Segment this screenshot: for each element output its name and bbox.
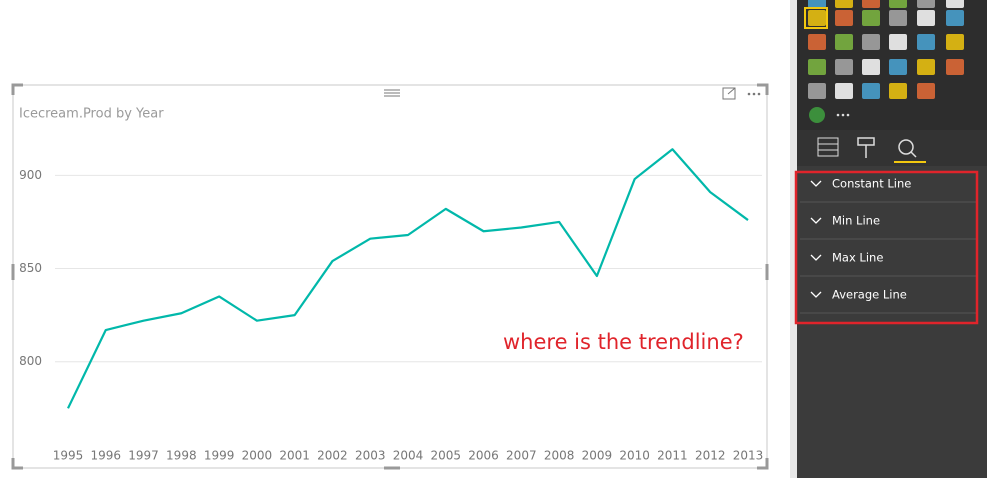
- x-tick-label: 1995: [53, 449, 84, 463]
- analytics-sections: Constant Line Min Line Max Line Average Lin…: [800, 177, 977, 314]
- tab-format[interactable]: [857, 137, 875, 158]
- pane-tabs: [797, 130, 987, 166]
- more-visuals[interactable]: [846, 113, 850, 117]
- plot: 800 850 900 1995 1996 1997 1998 1999 2000 2001 200…: [19, 148, 764, 463]
- more-options[interactable]: [747, 92, 761, 96]
- x-tick-label: 2012: [695, 449, 726, 463]
- visual-icon[interactable]: [808, 34, 826, 50]
- visual-icon[interactable]: [835, 59, 853, 75]
- section-label[interactable]: Constant Line: [832, 177, 911, 191]
- x-tick-label: 2006: [468, 449, 499, 463]
- section-label[interactable]: Min Line: [832, 214, 880, 228]
- visual-icon[interactable]: [862, 34, 880, 50]
- chevron: [810, 217, 822, 224]
- x-tick-label: 2001: [279, 449, 310, 463]
- more-visuals[interactable]: [836, 113, 840, 117]
- visual-icon[interactable]: [917, 10, 935, 26]
- chevron: [810, 291, 822, 298]
- visual-icon[interactable]: [946, 34, 964, 50]
- visual-icon[interactable]: [862, 83, 880, 99]
- tab-fields[interactable]: [817, 137, 839, 157]
- visual-icon[interactable]: [862, 10, 880, 26]
- x-tick-label: 1999: [204, 449, 235, 463]
- y-tick-label: 850: [19, 261, 42, 275]
- x-tick-label: 2002: [317, 449, 348, 463]
- visual-icon[interactable]: [808, 0, 826, 8]
- visual-icon[interactable]: [889, 59, 907, 75]
- selected-visual: [804, 7, 828, 29]
- visual-icon[interactable]: [808, 59, 826, 75]
- visual-icon[interactable]: [835, 83, 853, 99]
- y-tick-label: 800: [19, 354, 42, 368]
- tab-underline: [894, 161, 926, 163]
- visual-icon[interactable]: [946, 59, 964, 75]
- visual-icons: [804, 0, 964, 123]
- pane-gutter: [790, 0, 797, 478]
- visual-icon[interactable]: [917, 59, 935, 75]
- x-tick-label: 1996: [91, 449, 122, 463]
- chevron: [810, 180, 822, 187]
- x-tick-label: 2008: [544, 449, 575, 463]
- visual-icon[interactable]: [809, 107, 825, 123]
- visual-icon[interactable]: [889, 83, 907, 99]
- visual-icon[interactable]: [917, 0, 935, 8]
- x-tick-label: 1998: [166, 449, 197, 463]
- x-tick-label: 2003: [355, 449, 386, 463]
- more-visuals[interactable]: [841, 113, 845, 117]
- focus-mode[interactable]: [722, 87, 736, 100]
- visual-icon[interactable]: [862, 59, 880, 75]
- annotation: where is the trendline?: [503, 330, 744, 354]
- visual-icon[interactable]: [889, 34, 907, 50]
- x-tick-label: 2013: [733, 449, 764, 463]
- x-tick-label: 2010: [619, 449, 650, 463]
- series-line: [67, 148, 749, 409]
- visual-icon[interactable]: [917, 83, 935, 99]
- visual-icon[interactable]: [946, 0, 964, 8]
- drag-handle[interactable]: [384, 89, 400, 97]
- chart-card[interactable]: [12, 84, 768, 469]
- x-tick-label: 2011: [657, 449, 688, 463]
- tab-analytics[interactable]: [898, 139, 917, 158]
- y-tick-label: 900: [19, 168, 42, 182]
- visual-icon[interactable]: [946, 10, 964, 26]
- resize-handles: [11, 83, 769, 470]
- visual-icon[interactable]: [835, 34, 853, 50]
- chart-title: Icecream.Prod by Year: [19, 107, 164, 122]
- visual-icon[interactable]: [862, 0, 880, 8]
- visual-icon[interactable]: [889, 10, 907, 26]
- x-tick-label: 2005: [431, 449, 462, 463]
- section-label[interactable]: Average Line: [832, 288, 907, 302]
- visual-icon[interactable]: [917, 34, 935, 50]
- x-tick-label: 2009: [582, 449, 613, 463]
- visual-icon[interactable]: [808, 10, 826, 26]
- highlight-box: [794, 170, 979, 325]
- x-tick-label: 1997: [128, 449, 159, 463]
- chevron: [810, 254, 822, 261]
- x-tick-label: 2000: [242, 449, 273, 463]
- visual-icon[interactable]: [835, 10, 853, 26]
- visual-icon[interactable]: [889, 0, 907, 8]
- x-tick-label: 2007: [506, 449, 537, 463]
- x-tick-label: 2004: [393, 449, 424, 463]
- visual-icon[interactable]: [808, 83, 826, 99]
- section-label[interactable]: Max Line: [832, 251, 883, 265]
- visual-icon[interactable]: [835, 0, 853, 8]
